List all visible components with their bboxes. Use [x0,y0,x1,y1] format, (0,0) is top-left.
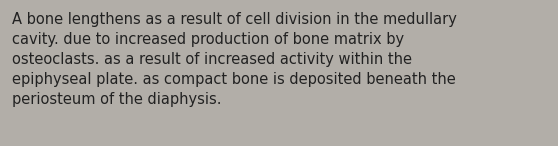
Text: A bone lengthens as a result of cell division in the medullary
cavity. due to in: A bone lengthens as a result of cell div… [12,12,457,107]
